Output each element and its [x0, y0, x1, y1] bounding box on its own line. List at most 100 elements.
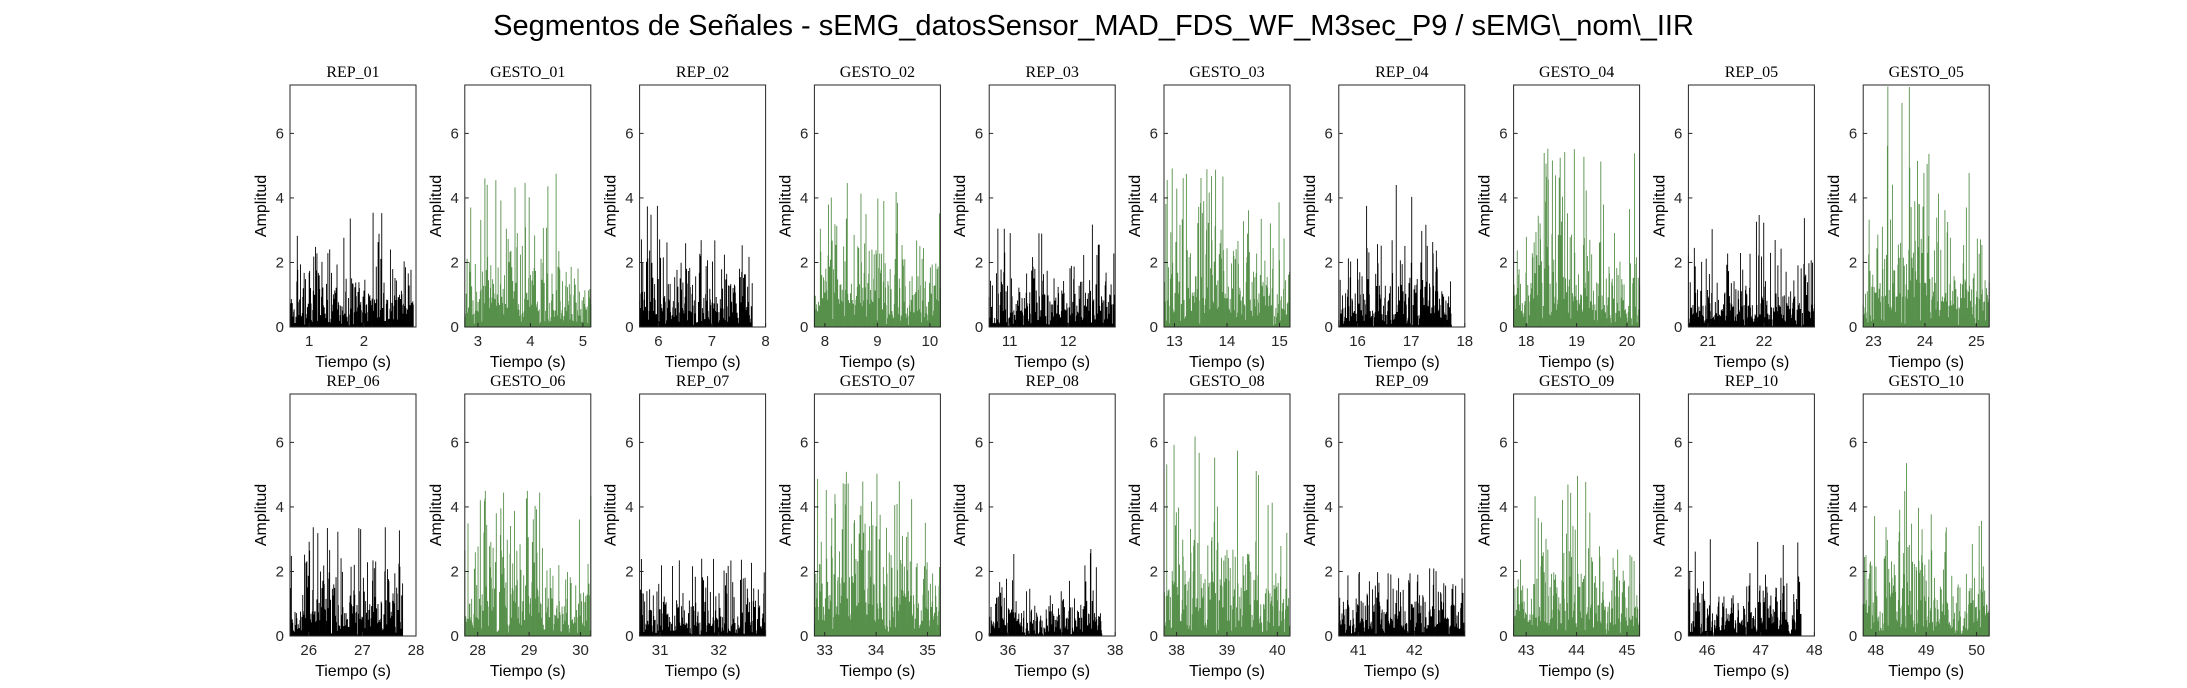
y-axis-label: Amplitud	[777, 175, 794, 237]
x-axis-label: Tiempo (s)	[1189, 663, 1265, 680]
x-tick-label: 30	[572, 642, 589, 659]
x-tick-label: 18	[1518, 333, 1535, 350]
y-tick-label: 2	[1849, 254, 1857, 271]
signal-rep-01	[289, 212, 414, 327]
y-tick-label: 0	[1150, 319, 1158, 336]
x-tick-label: 7	[708, 333, 716, 350]
axes-box	[464, 84, 592, 328]
subplot-title: REP_05	[1725, 64, 1778, 81]
axes-box	[639, 393, 767, 637]
y-tick-label: 4	[1674, 190, 1682, 207]
subplot-title: REP_08	[1026, 373, 1079, 390]
signal-rep-03	[988, 224, 1116, 327]
subplot-title: GESTO_04	[1539, 64, 1614, 81]
signal-rep-06	[289, 527, 404, 636]
subplot-rep-04: 0 2 4 6 16 17 18 REP_04 Tiempo (s) Amplitud	[1302, 64, 1473, 371]
figure-title: Segmentos de Señales - sEMG_datosSensor_…	[493, 10, 1694, 42]
y-axis-label: Amplitud	[1127, 175, 1144, 237]
subplot-title: REP_03	[1026, 64, 1079, 81]
x-axis-label: Tiempo (s)	[1888, 354, 1964, 371]
x-tick-label: 8	[761, 333, 769, 350]
y-tick-label: 0	[276, 319, 284, 336]
signal-gesto-06	[464, 490, 592, 636]
subplot-title: REP_04	[1375, 64, 1428, 81]
y-axis-label: Amplitud	[1651, 175, 1668, 237]
x-tick-label: 40	[1269, 642, 1286, 659]
x-axis-label: Tiempo (s)	[1713, 354, 1789, 371]
signal-rep-10	[1687, 539, 1802, 636]
y-tick-label: 6	[975, 434, 983, 451]
subplot-title: GESTO_10	[1889, 373, 1964, 390]
subplot-gesto-06: 0 2 4 6 28 29 30 GESTO_06 Tiempo (s) Amplitud	[428, 373, 592, 680]
y-axis-label: Amplitud	[428, 175, 445, 237]
y-axis-label: Amplitud	[253, 175, 270, 237]
x-tick-label: 37	[1053, 642, 1070, 659]
x-tick-label: 38	[1107, 642, 1124, 659]
y-tick-label: 2	[1324, 254, 1332, 271]
y-tick-label: 6	[1674, 125, 1682, 142]
y-tick-label: 6	[276, 125, 284, 142]
y-tick-label: 2	[975, 563, 983, 580]
x-axis-label: Tiempo (s)	[1888, 663, 1964, 680]
x-axis-label: Tiempo (s)	[1014, 663, 1090, 680]
y-tick-label: 2	[1674, 254, 1682, 271]
x-tick-label: 46	[1699, 642, 1716, 659]
signal-gesto-07	[813, 471, 941, 636]
y-tick-label: 0	[450, 319, 458, 336]
x-axis-label: Tiempo (s)	[1189, 354, 1265, 371]
axes-box	[464, 393, 592, 637]
axes-box	[639, 84, 767, 328]
x-tick-label: 34	[868, 642, 885, 659]
x-axis-label: Tiempo (s)	[1713, 663, 1789, 680]
y-tick-label: 4	[800, 499, 808, 516]
x-tick-label: 42	[1406, 642, 1423, 659]
x-axis-label: Tiempo (s)	[1014, 354, 1090, 371]
axes-box	[1862, 84, 1990, 328]
x-tick-label: 17	[1403, 333, 1420, 350]
subplot-gesto-07: 0 2 4 6 33 34 35 GESTO_07 Tiempo (s) Amplitud	[777, 373, 941, 680]
x-axis-label: Tiempo (s)	[315, 663, 391, 680]
y-tick-label: 4	[1150, 190, 1158, 207]
y-axis-label: Amplitud	[1302, 484, 1319, 546]
x-axis-label: Tiempo (s)	[1364, 663, 1440, 680]
y-axis-label: Amplitud	[1477, 175, 1494, 237]
x-tick-label: 38	[1168, 642, 1185, 659]
x-tick-label: 36	[1000, 642, 1017, 659]
subplot-title: GESTO_09	[1539, 373, 1614, 390]
x-axis-label: Tiempo (s)	[1364, 354, 1440, 371]
axes-box	[1687, 393, 1815, 637]
signal-rep-05	[1687, 215, 1815, 327]
y-tick-label: 0	[1324, 319, 1332, 336]
x-tick-label: 39	[1219, 642, 1236, 659]
axes-box	[289, 393, 417, 637]
x-tick-label: 5	[579, 333, 587, 350]
y-tick-label: 6	[625, 434, 633, 451]
x-axis-label: Tiempo (s)	[839, 354, 915, 371]
x-tick-label: 29	[521, 642, 538, 659]
x-tick-label: 32	[710, 642, 727, 659]
x-tick-label: 13	[1166, 333, 1183, 350]
y-tick-label: 4	[1499, 499, 1507, 516]
signal-rep-09	[1338, 568, 1466, 636]
y-tick-label: 2	[276, 254, 284, 271]
signal-gesto-04	[1513, 148, 1641, 327]
y-tick-label: 6	[625, 125, 633, 142]
y-tick-label: 4	[1324, 190, 1332, 207]
y-tick-label: 6	[800, 434, 808, 451]
y-tick-label: 4	[450, 499, 458, 516]
y-tick-label: 6	[276, 434, 284, 451]
y-tick-label: 2	[276, 563, 284, 580]
subplot-rep-08: 0 2 4 6 36 37 38 REP_08 Tiempo (s) Amplitud	[952, 373, 1123, 680]
y-tick-label: 6	[1849, 434, 1857, 451]
y-tick-label: 4	[800, 190, 808, 207]
x-tick-label: 48	[1806, 642, 1823, 659]
y-tick-label: 2	[800, 563, 808, 580]
y-tick-label: 6	[450, 125, 458, 142]
subplot-rep-09: 0 2 4 6 41 42 REP_09 Tiempo (s) Amplitud	[1302, 373, 1466, 680]
x-tick-label: 19	[1568, 333, 1585, 350]
y-tick-label: 0	[625, 319, 633, 336]
y-tick-label: 0	[1849, 319, 1857, 336]
y-tick-label: 6	[1324, 434, 1332, 451]
